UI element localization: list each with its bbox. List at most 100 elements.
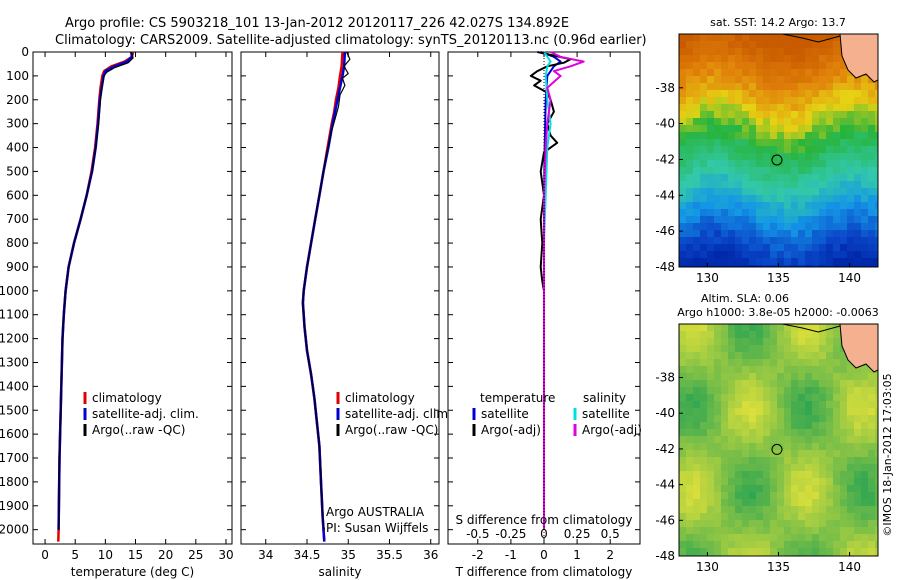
temperature-ytick-label: 0 bbox=[21, 45, 29, 59]
sla_map-cell bbox=[679, 534, 686, 541]
sst_map-cell bbox=[798, 174, 805, 181]
sst_map-cell bbox=[742, 111, 749, 118]
sla_map-cell bbox=[791, 429, 798, 436]
sla_map-cell bbox=[686, 415, 693, 422]
sla_map-cell bbox=[847, 457, 854, 464]
sst_map-cell bbox=[721, 153, 728, 160]
sla_map-cell bbox=[854, 527, 861, 534]
sst_map-cell bbox=[798, 216, 805, 223]
sst_map-cell bbox=[784, 167, 791, 174]
sst_map-cell bbox=[777, 104, 784, 111]
sst_map-cell bbox=[714, 62, 721, 69]
sst_map-cell bbox=[707, 223, 714, 230]
sst_map-cell bbox=[847, 265, 854, 267]
sst_map-cell bbox=[742, 125, 749, 132]
sla_map-cell bbox=[742, 506, 749, 513]
sst_map-cell bbox=[700, 132, 707, 139]
sla_map-cell bbox=[833, 548, 840, 555]
sst_map-cell bbox=[756, 62, 763, 69]
sla_map-cell bbox=[756, 499, 763, 506]
sst_map-cell bbox=[721, 237, 728, 244]
sla_map-cell bbox=[826, 345, 833, 352]
sla_map-cell bbox=[756, 450, 763, 457]
sla_map-cell bbox=[679, 471, 686, 478]
sst_map-cell bbox=[826, 76, 833, 83]
sla_map-cell bbox=[826, 429, 833, 436]
sst_map-cell bbox=[875, 167, 878, 174]
sla_map-cell bbox=[693, 548, 700, 555]
sla_map-cell bbox=[686, 345, 693, 352]
sla_map-cell bbox=[826, 541, 833, 548]
sla_map-cell bbox=[700, 513, 707, 520]
sla_map-cell bbox=[784, 520, 791, 527]
sst_map-cell bbox=[833, 209, 840, 216]
sla_map-cell bbox=[868, 478, 875, 485]
sst_map-cell bbox=[700, 167, 707, 174]
sst_map-cell bbox=[721, 132, 728, 139]
temperature-xtick-label: 25 bbox=[188, 548, 203, 562]
sla_map-cell bbox=[735, 520, 742, 527]
sst_map-cell bbox=[861, 97, 868, 104]
sla_map-cell bbox=[735, 471, 742, 478]
sla_map-cell bbox=[728, 527, 735, 534]
sst_map-cell bbox=[791, 160, 798, 167]
sla_map-cell bbox=[854, 436, 861, 443]
sla_map-cell bbox=[756, 457, 763, 464]
sst_map-cell bbox=[756, 90, 763, 97]
sla_map-cell bbox=[875, 464, 878, 471]
sst_map-cell bbox=[840, 146, 847, 153]
sst_map-cell bbox=[763, 251, 770, 258]
sst_map-cell bbox=[728, 160, 735, 167]
sla_map-cell bbox=[840, 352, 847, 359]
sla_map-cell bbox=[728, 492, 735, 499]
sla_map-cell bbox=[721, 387, 728, 394]
sst_map-cell bbox=[868, 97, 875, 104]
sst_map-cell bbox=[875, 188, 878, 195]
sla_map-cell bbox=[812, 464, 819, 471]
sla_map-cell bbox=[812, 429, 819, 436]
sst_map-cell bbox=[798, 188, 805, 195]
sst_map-cell bbox=[833, 181, 840, 188]
sla_map-cell bbox=[868, 408, 875, 415]
sla_map-cell bbox=[679, 457, 686, 464]
sla_map-cell bbox=[714, 513, 721, 520]
sla_map-cell bbox=[777, 345, 784, 352]
sst_map-cell bbox=[749, 258, 756, 265]
sla_map-cell bbox=[833, 527, 840, 534]
sst_map-cell bbox=[819, 125, 826, 132]
sla_map-cell bbox=[756, 401, 763, 408]
sst_map-cell bbox=[707, 174, 714, 181]
sst_map-cell bbox=[812, 90, 819, 97]
sla_map-cell bbox=[840, 457, 847, 464]
sst_map-cell bbox=[833, 132, 840, 139]
sla_map-cell bbox=[693, 513, 700, 520]
sla_map-cell bbox=[742, 478, 749, 485]
sla_map-cell bbox=[777, 331, 784, 338]
sst_map-cell bbox=[700, 153, 707, 160]
sla_map-cell bbox=[805, 324, 812, 331]
sst_map-cell bbox=[721, 258, 728, 265]
sla_map-cell bbox=[784, 338, 791, 345]
salinity-annotation-line1: Argo AUSTRALIA bbox=[326, 505, 425, 519]
sla_map-cell bbox=[679, 401, 686, 408]
sst_map-cell bbox=[735, 69, 742, 76]
sla_map-cell bbox=[812, 436, 819, 443]
sst_map-cell bbox=[833, 153, 840, 160]
sst_map-cell bbox=[714, 76, 721, 83]
sst_map-cell bbox=[819, 111, 826, 118]
sla_map-cell bbox=[735, 401, 742, 408]
sst_map-cell bbox=[833, 230, 840, 237]
sla_map-cell bbox=[700, 324, 707, 331]
sst_map-cell bbox=[686, 223, 693, 230]
sst_map-cell bbox=[812, 209, 819, 216]
sla_map-cell bbox=[721, 345, 728, 352]
sla_map-cell bbox=[714, 373, 721, 380]
sla_map-ytick-label: -40 bbox=[655, 406, 675, 420]
sst_map-cell bbox=[763, 167, 770, 174]
sla_map-cell bbox=[742, 366, 749, 373]
sst_map-cell bbox=[812, 125, 819, 132]
sla_map-cell bbox=[833, 422, 840, 429]
sla_map-cell bbox=[770, 457, 777, 464]
sla_map-cell bbox=[693, 408, 700, 415]
sst_map-cell bbox=[763, 90, 770, 97]
